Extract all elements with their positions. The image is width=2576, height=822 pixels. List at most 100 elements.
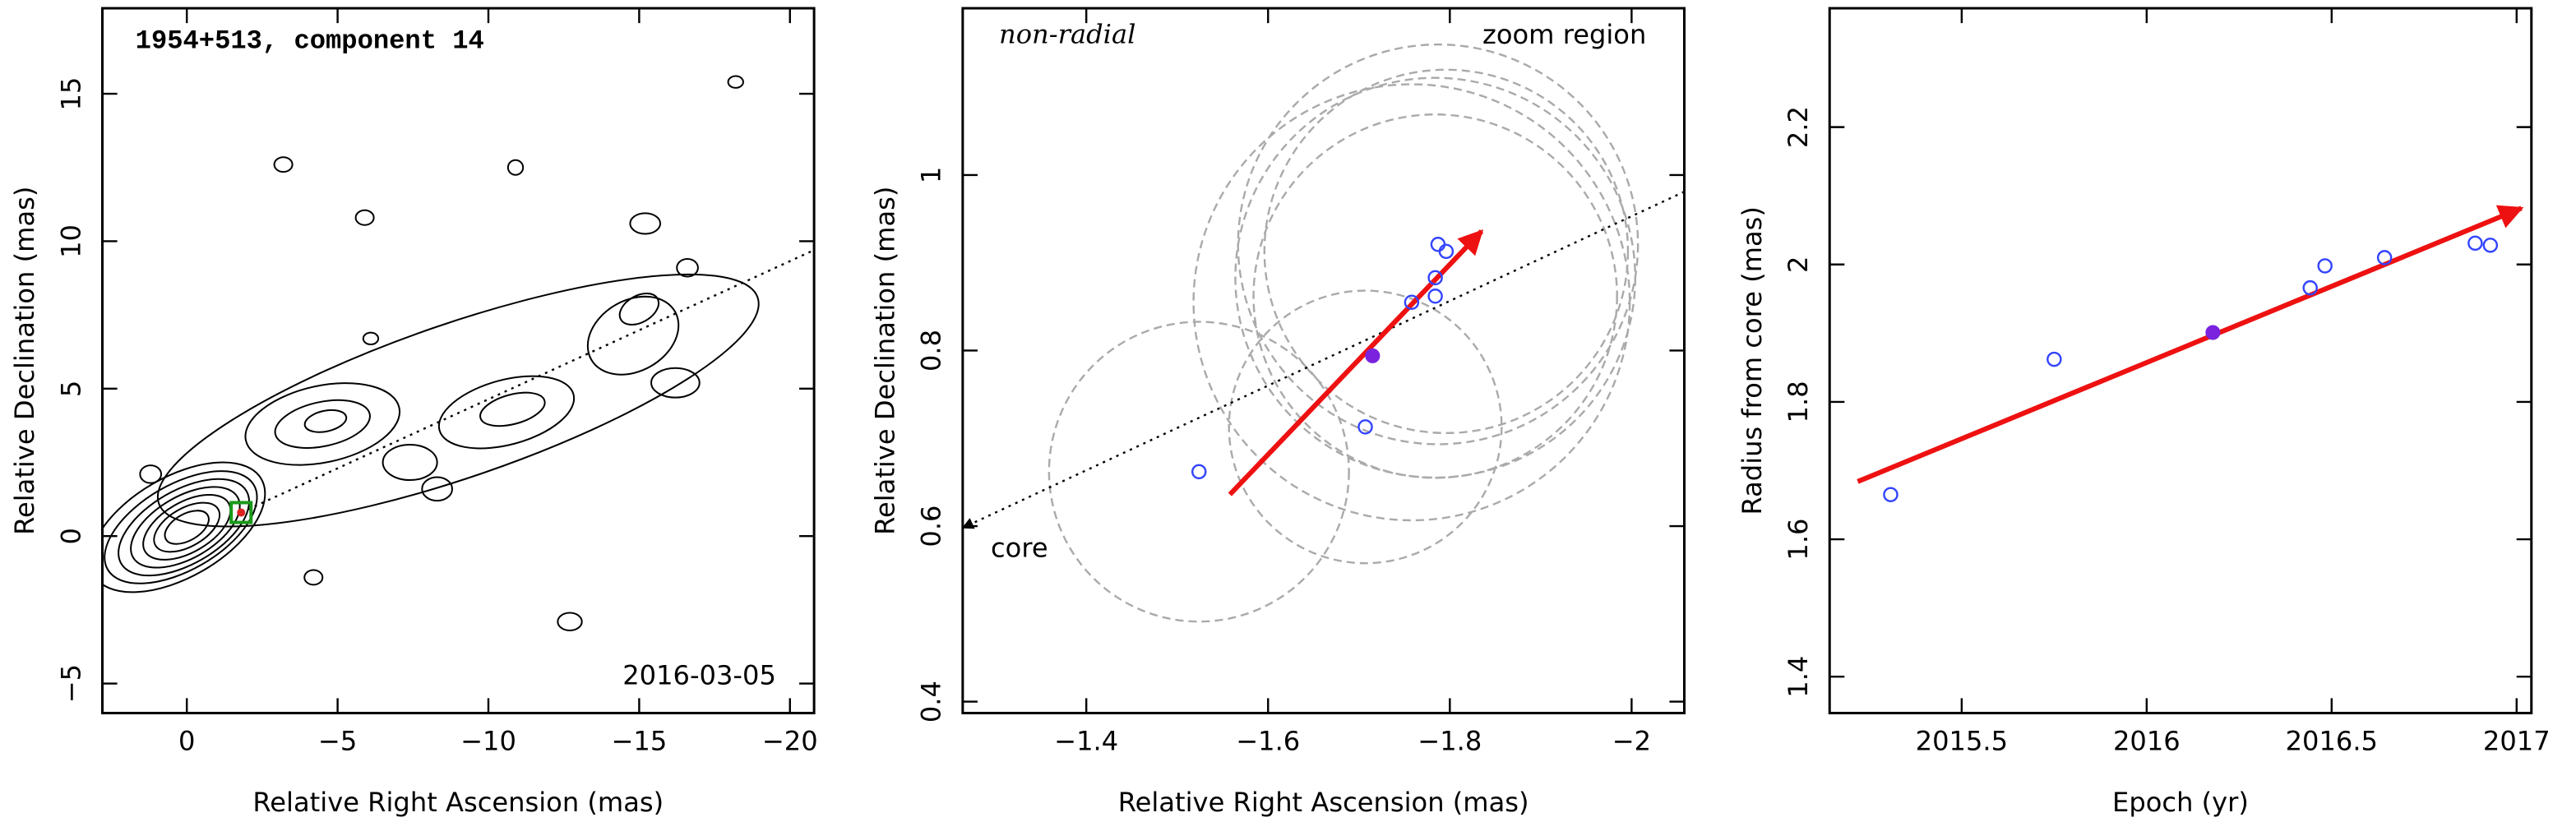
panel-title: 1954+513, component 14: [136, 26, 484, 57]
data-point: [1883, 487, 1898, 502]
contour: [244, 382, 401, 466]
y-tick-label: 2.2: [1783, 106, 1814, 148]
annotation: non-radial: [999, 19, 1135, 50]
frame: [101, 7, 816, 714]
data-point: [1357, 419, 1373, 435]
y-tick-label: 0.4: [916, 681, 947, 723]
data-point: [2467, 235, 2483, 252]
contour: [479, 391, 546, 427]
y-tick-label: 1.4: [1783, 656, 1814, 698]
x-tick-label: −1.6: [1236, 726, 1300, 757]
contour: [421, 476, 453, 502]
contour: [303, 569, 324, 586]
x-tick-label: −20: [762, 726, 818, 757]
x-tick-label: −10: [460, 726, 516, 757]
data-point: [2046, 351, 2062, 367]
contour: [618, 292, 660, 326]
contour: [273, 156, 294, 173]
data-point: [1438, 243, 1454, 260]
contour: [104, 470, 258, 584]
plot-area: [962, 43, 1685, 623]
annotation: zoom region: [1482, 19, 1646, 50]
x-tick-label: −15: [611, 726, 667, 757]
error-circle: [1228, 289, 1503, 565]
data-point: [2317, 258, 2333, 274]
contour: [557, 612, 583, 632]
x-tick-label: 2016.5: [2286, 726, 2378, 757]
highlight-point: [2205, 325, 2221, 340]
y-axis-label: Radius from core (mas): [1737, 206, 1768, 515]
y-tick-label: 0.6: [916, 505, 947, 547]
plot-area: [1857, 205, 2524, 502]
motion-arrow: [1857, 205, 2524, 484]
contour: [153, 501, 221, 553]
contour: [650, 367, 701, 399]
contour: [139, 464, 163, 484]
contour: [437, 375, 576, 450]
x-axis-label: Epoch (yr): [2112, 787, 2249, 818]
y-tick-label: 5: [55, 381, 86, 397]
contour: [382, 443, 438, 482]
plot-area: [102, 75, 815, 632]
contour: [102, 461, 266, 593]
x-axis-label: Relative Right Ascension (mas): [252, 787, 664, 818]
contour: [274, 399, 371, 449]
component-box: [229, 501, 253, 524]
contour: [303, 409, 348, 433]
x-tick-label: −2: [1612, 726, 1651, 757]
data-point: [1427, 289, 1443, 304]
y-tick-label: −5: [55, 664, 86, 703]
trend-line: [962, 191, 1685, 529]
annotation: 2016-03-05: [622, 659, 776, 690]
component-marker: [237, 508, 246, 517]
y-tick-label: 1.6: [1783, 518, 1814, 560]
frame: [961, 7, 1686, 714]
x-axis-label: Relative Right Ascension (mas): [1118, 787, 1529, 818]
data-point: [2376, 250, 2393, 266]
contour: [727, 75, 744, 89]
y-axis-label: Relative Declination (mas): [869, 187, 900, 535]
x-tick-label: −5: [318, 726, 357, 757]
error-circle: [1263, 68, 1630, 435]
highlight-point: [1365, 348, 1380, 363]
x-tick-label: 2017: [2483, 726, 2551, 757]
y-tick-label: 2: [1783, 256, 1814, 273]
trend-line: [240, 249, 815, 514]
data-point: [1430, 237, 1446, 252]
data-point: [2482, 238, 2499, 253]
contour: [118, 478, 251, 577]
motion-arrow: [1228, 229, 1484, 496]
x-tick-label: 2016: [2113, 726, 2181, 757]
data-point: [1404, 294, 1420, 310]
contour: [506, 159, 525, 176]
error-circle: [1048, 321, 1350, 623]
contour: [362, 331, 380, 346]
error-circle: [1237, 43, 1639, 446]
contour: [354, 209, 375, 226]
x-tick-label: −1.4: [1054, 726, 1118, 757]
data-point: [1191, 464, 1207, 480]
y-tick-label: 15: [55, 77, 86, 111]
annotation: core: [991, 533, 1048, 564]
data-point: [2302, 279, 2318, 296]
x-tick-label: 2015.5: [1916, 726, 2008, 757]
y-tick-label: 0: [55, 528, 86, 544]
contour: [629, 212, 662, 235]
error-circle: [1252, 113, 1618, 479]
data-point: [1427, 270, 1443, 286]
contour: [164, 510, 210, 545]
x-tick-label: 0: [178, 726, 195, 757]
y-tick-label: 10: [55, 224, 86, 258]
y-axis-label: Relative Declination (mas): [9, 187, 40, 535]
contour: [676, 257, 699, 278]
contour: [586, 295, 680, 376]
y-tick-label: 1.8: [1783, 381, 1814, 423]
contour: [156, 273, 760, 528]
contour: [142, 493, 232, 561]
frame: [1828, 7, 2533, 714]
y-tick-label: 1: [916, 167, 947, 183]
x-tick-label: −1.8: [1417, 726, 1482, 757]
contour: [130, 486, 241, 569]
y-tick-label: 0.8: [916, 330, 947, 372]
